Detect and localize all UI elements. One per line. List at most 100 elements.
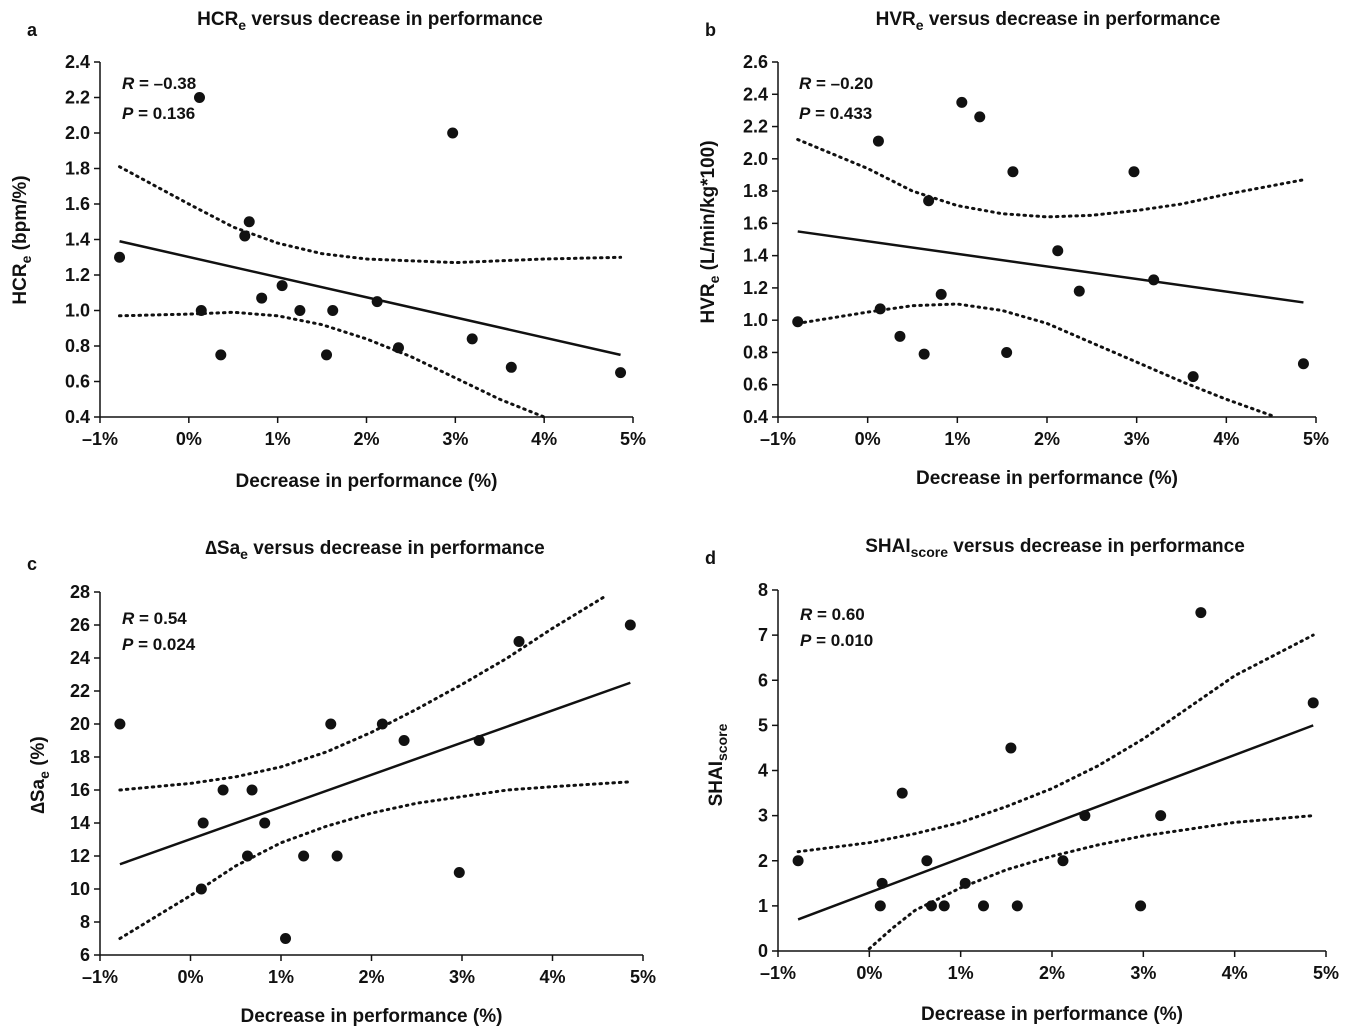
chart-title: SHAIscore versus decrease in performance <box>865 536 1245 560</box>
y-tick-label: 0.4 <box>743 407 768 427</box>
data-point <box>195 305 207 316</box>
ci-lower-curve <box>867 814 1315 951</box>
y-tick-label: 0.6 <box>65 372 90 392</box>
data-point <box>792 855 804 867</box>
data-point <box>1052 245 1064 257</box>
data-point <box>392 342 404 354</box>
r-value-label: R = 0.54 <box>122 609 187 628</box>
data-point <box>1297 358 1309 370</box>
y-tick-label: 0.8 <box>65 336 90 356</box>
data-point <box>280 933 292 944</box>
y-tick-label: 2.4 <box>65 52 90 72</box>
chart-title: ∆Sae versus decrease in performance <box>205 538 544 562</box>
data-point <box>447 127 459 139</box>
data-point <box>1079 810 1091 822</box>
p-value-label: P = 0.024 <box>122 635 196 654</box>
data-point <box>874 900 886 912</box>
y-tick-label: 1.4 <box>743 246 768 266</box>
data-point <box>1128 166 1140 178</box>
y-tick-label: 1.8 <box>65 159 90 179</box>
data-point <box>956 96 968 108</box>
ci-upper-curve <box>796 138 1305 219</box>
y-tick-label: 12 <box>70 846 90 866</box>
y-tick-label: 1 <box>758 896 768 916</box>
data-point <box>874 303 886 315</box>
panel-c: c ∆Sae versus decrease in performance 6 8 10… <box>27 538 656 1027</box>
data-point <box>195 883 207 895</box>
data-point <box>259 817 271 829</box>
ci-lower-curve <box>118 780 632 940</box>
x-tick-label: 4% <box>531 429 557 449</box>
r-value-label: R = 0.60 <box>800 605 865 624</box>
data-point <box>925 900 937 912</box>
data-point <box>114 718 126 730</box>
data-point <box>453 867 465 878</box>
r-value-label: R = –0.38 <box>122 74 196 93</box>
data-point <box>876 877 888 889</box>
y-tick-label: 0.4 <box>65 407 90 427</box>
data-point <box>217 784 229 796</box>
y-tick-label: 0.8 <box>743 342 768 362</box>
x-tick-label: 4% <box>1213 429 1239 449</box>
x-tick-label: 2% <box>1034 429 1060 449</box>
data-point <box>327 305 339 316</box>
y-axis-label: ∆Sae (%) <box>28 736 52 814</box>
y-tick-label: 2.6 <box>743 52 768 72</box>
data-point <box>256 292 268 304</box>
data-point <box>239 230 251 242</box>
y-tick-label: 24 <box>70 648 90 668</box>
data-point <box>505 361 517 373</box>
x-tick-label: 3% <box>442 429 468 449</box>
x-tick-label: 1% <box>265 429 291 449</box>
x-tick-label: 4% <box>1222 963 1248 983</box>
data-point <box>513 636 525 647</box>
y-tick-label: 26 <box>70 615 90 635</box>
y-tick-label: 0 <box>758 941 768 961</box>
x-tick-label: –1% <box>82 967 118 987</box>
y-tick-label: 10 <box>70 879 90 899</box>
p-value-label: P = 0.433 <box>799 104 872 123</box>
data-point <box>1155 810 1167 822</box>
y-tick-label: 1.6 <box>65 194 90 214</box>
x-tick-label: 0% <box>177 967 203 987</box>
x-tick-label: 5% <box>630 967 656 987</box>
y-tick-label: 14 <box>70 813 90 833</box>
x-tick-label: 0% <box>176 429 202 449</box>
y-tick-label: 7 <box>758 625 768 645</box>
y-tick-label: 1.2 <box>743 278 768 298</box>
data-point <box>896 787 908 799</box>
y-tick-label: 18 <box>70 747 90 767</box>
x-tick-label: 2% <box>1039 963 1065 983</box>
y-axis-label: SHAIscore <box>706 723 730 806</box>
x-tick-label: 3% <box>1124 429 1150 449</box>
x-tick-label: 5% <box>1303 429 1329 449</box>
y-tick-label: 2.2 <box>65 88 90 108</box>
data-point <box>243 216 255 228</box>
panel-letter: a <box>27 20 38 40</box>
p-value-label: P = 0.010 <box>800 631 873 650</box>
data-point <box>921 855 933 867</box>
data-point <box>321 349 333 361</box>
x-tick-label: 0% <box>855 429 881 449</box>
y-tick-label: 1.0 <box>65 301 90 321</box>
ci-upper-curve <box>796 633 1315 854</box>
x-tick-label: 1% <box>268 967 294 987</box>
data-point <box>1135 900 1147 912</box>
panel-a: a HCRe versus decrease in performance 0.4 0… <box>10 9 646 492</box>
x-axis-label: Decrease in performance (%) <box>241 1006 503 1027</box>
data-point <box>371 296 383 308</box>
y-tick-label: 4 <box>758 761 768 781</box>
y-tick-label: 22 <box>70 681 90 701</box>
data-point <box>473 735 485 746</box>
y-tick-label: 1.4 <box>65 230 90 250</box>
x-axis-label: Decrease in performance (%) <box>916 468 1178 489</box>
data-point <box>615 367 627 379</box>
x-tick-label: 4% <box>539 967 565 987</box>
data-point <box>376 718 388 730</box>
regression-line <box>797 230 1304 304</box>
data-point <box>1073 285 1085 297</box>
panel-letter: d <box>705 548 716 568</box>
x-tick-label: 0% <box>856 963 882 983</box>
y-tick-label: 6 <box>758 670 768 690</box>
chart-title: HVRe versus decrease in performance <box>876 9 1221 33</box>
